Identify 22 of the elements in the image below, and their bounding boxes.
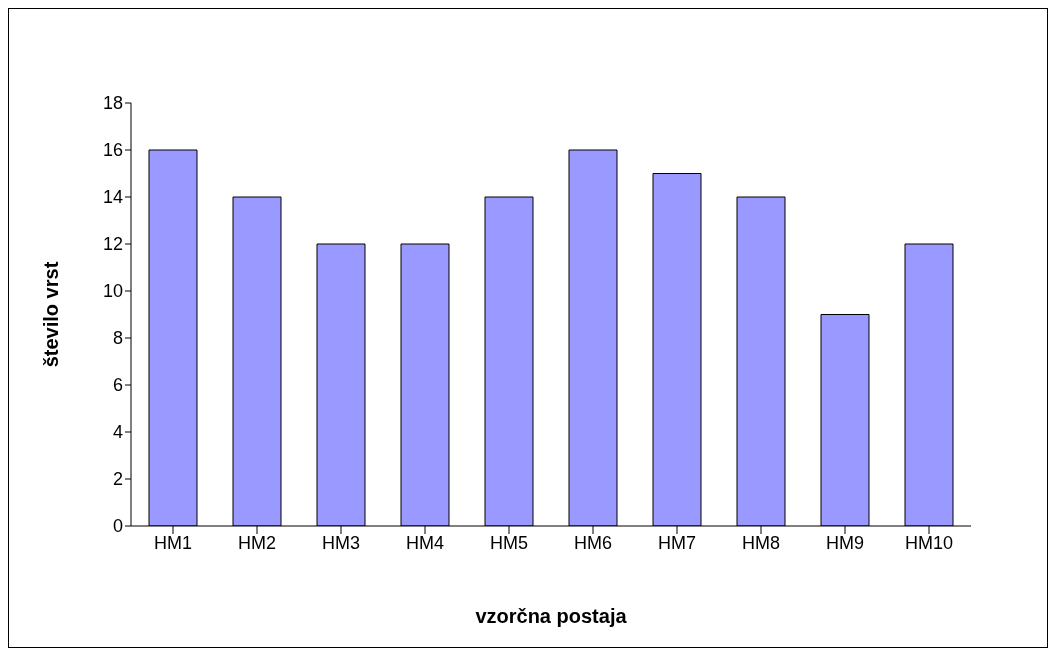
x-tick-label: HM4 [405, 532, 445, 553]
y-tick-label: 12 [102, 234, 123, 255]
x-tick-label: HM10 [904, 532, 954, 553]
x-tick-label: HM9 [825, 532, 865, 553]
y-tick-label: 0 [112, 516, 123, 537]
y-tick-label: 14 [102, 187, 123, 208]
y-tick-label: 18 [102, 93, 123, 114]
x-tick-label: HM6 [573, 532, 613, 553]
y-tick-label: 6 [112, 375, 123, 396]
x-tick-label: HM3 [321, 532, 361, 553]
y-axis-title: število vrst [40, 261, 63, 368]
x-tick-label: HM5 [489, 532, 529, 553]
x-tick-label: HM1 [153, 532, 193, 553]
y-tick-label: 16 [102, 140, 123, 161]
x-tick-label: HM7 [657, 532, 697, 553]
x-axis-title: vzorčna postaja [475, 605, 628, 627]
x-tick-label: HM8 [741, 532, 781, 553]
y-tick-label: 2 [112, 469, 123, 490]
x-tick-label: HM2 [237, 532, 277, 553]
y-tick-label: 4 [112, 422, 123, 443]
y-tick-label: 8 [112, 328, 123, 349]
y-tick-label: 10 [102, 281, 123, 302]
